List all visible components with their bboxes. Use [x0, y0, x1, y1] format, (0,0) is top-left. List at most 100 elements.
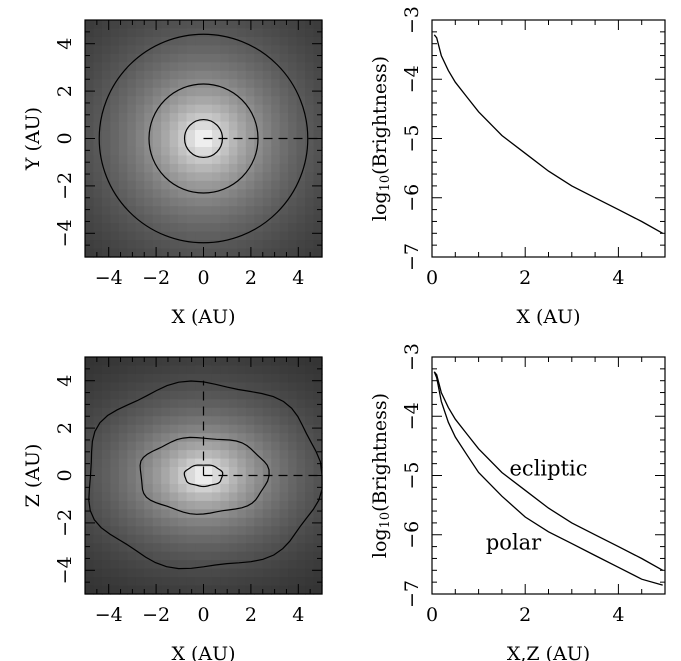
heatmap-cell: [254, 53, 264, 63]
heatmap-cell: [220, 138, 230, 148]
heatmap-cell: [110, 500, 120, 510]
heatmap-cell: [110, 130, 120, 140]
heatmap-cell: [313, 407, 323, 417]
heatmap-cell: [161, 155, 171, 165]
heatmap-cell: [228, 28, 238, 38]
heatmap-cell: [254, 231, 264, 241]
heatmap-cell: [279, 390, 289, 400]
heatmap-cell: [296, 104, 306, 114]
heatmap-cell: [85, 517, 95, 527]
heatmap-cell: [85, 526, 95, 536]
heatmap-cell: [237, 104, 247, 114]
heatmap-cell: [93, 146, 103, 157]
heatmap-cell: [271, 551, 281, 561]
heatmap-cell: [186, 121, 196, 131]
heatmap-cell: [152, 231, 162, 241]
heatmap-cell: [262, 240, 272, 250]
heatmap-cell: [127, 45, 137, 55]
heatmap-cell: [186, 146, 196, 157]
heatmap-cell: [110, 475, 120, 485]
heatmap-cell: [110, 206, 120, 216]
heatmap-cell: [101, 189, 111, 199]
heatmap-cell: [178, 121, 188, 131]
heatmap-cell: [296, 585, 306, 595]
heatmap-cell: [279, 87, 289, 97]
heatmap-cell: [169, 214, 179, 224]
heatmap-cell: [118, 138, 128, 148]
heatmap-cell: [296, 62, 306, 72]
heatmap-cell: [245, 526, 255, 536]
x-tick-label: 2: [519, 604, 531, 626]
heatmap-cell: [288, 475, 298, 485]
heatmap-cell: [203, 180, 213, 190]
heatmap-cell: [271, 53, 281, 63]
heatmap-cell: [101, 467, 111, 477]
heatmap-cell: [135, 223, 145, 233]
heatmap-cell: [305, 20, 315, 30]
heatmap-cell: [203, 70, 213, 80]
heatmap-cell: [271, 382, 281, 392]
heatmap-cell: [203, 53, 213, 63]
heatmap-cell: [228, 197, 238, 207]
heatmap-cell: [237, 450, 247, 460]
heatmap-cell: [203, 390, 213, 400]
heatmap-cell: [211, 450, 222, 460]
heatmap-cell: [220, 113, 230, 123]
heatmap-cell: [262, 104, 272, 114]
heatmap-cell: [127, 163, 137, 173]
heatmap-cell: [237, 416, 247, 426]
heatmap-cell: [169, 138, 179, 148]
heatmap-cell: [195, 534, 205, 544]
heatmap-cell: [228, 577, 238, 587]
heatmap-cell: [203, 365, 213, 375]
heatmap-cell: [254, 206, 264, 216]
heatmap-cell: [101, 104, 111, 114]
heatmap-cell: [110, 373, 120, 383]
heatmap-cell: [152, 492, 162, 502]
heatmap-cell: [313, 62, 323, 72]
heatmap-cell: [296, 382, 306, 392]
heatmap-cell: [211, 433, 222, 443]
heatmap-cell: [254, 189, 264, 199]
heatmap-cell: [262, 87, 272, 97]
heatmap-cell: [211, 500, 222, 510]
x-tick-label: 4: [292, 267, 304, 289]
heatmap-cell: [127, 113, 137, 123]
heatmap-cell: [118, 458, 128, 468]
heatmap-cell: [271, 424, 281, 434]
heatmap-cell: [161, 197, 171, 207]
heatmap-cell: [152, 70, 162, 80]
heatmap-cell: [85, 28, 95, 38]
heatmap-cell: [195, 96, 205, 106]
heatmap-cell: [228, 146, 238, 157]
heatmap-cell: [186, 138, 196, 148]
heatmap-cell: [169, 240, 179, 250]
heatmap-cell: [93, 382, 103, 392]
heatmap-cell: [313, 146, 323, 157]
heatmap-cell: [127, 365, 137, 375]
heatmap-cell: [144, 399, 154, 409]
heatmap-cell: [262, 492, 272, 502]
heatmap-cell: [296, 399, 306, 409]
heatmap-cell: [118, 467, 128, 477]
heatmap-cell: [296, 223, 306, 233]
heatmap-cell: [296, 206, 306, 216]
heatmap-cell: [135, 433, 145, 443]
heatmap-cell: [127, 104, 137, 114]
heatmap-cell: [161, 172, 171, 182]
heatmap-cell: [262, 214, 272, 224]
heatmap-cell: [127, 248, 137, 258]
heatmap-cell: [152, 475, 162, 485]
heatmap-cell: [288, 382, 298, 392]
heatmap-cell: [271, 357, 281, 367]
heatmap-cell: [220, 189, 230, 199]
heatmap-cell: [237, 20, 247, 30]
heatmap-cell: [305, 534, 315, 544]
heatmap-cell: [127, 509, 137, 519]
heatmap-cell: [296, 577, 306, 587]
heatmap-cell: [169, 62, 179, 72]
heatmap-cell: [135, 45, 145, 55]
heatmap-cell: [271, 121, 281, 131]
heatmap-cell: [220, 223, 230, 233]
heatmap-cell: [262, 509, 272, 519]
